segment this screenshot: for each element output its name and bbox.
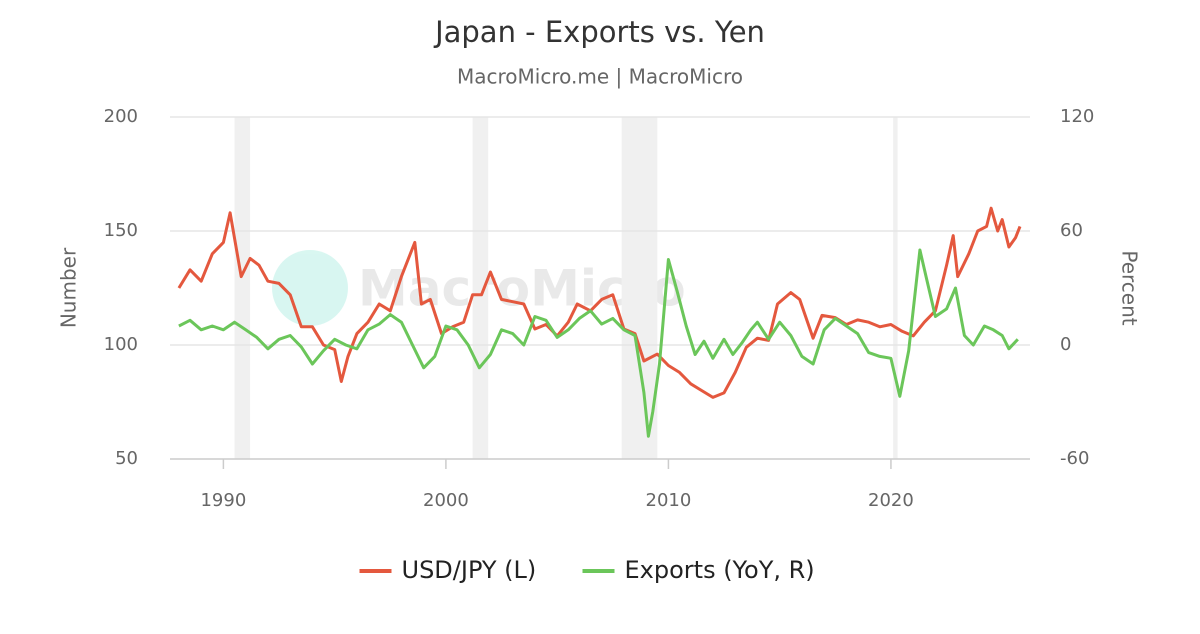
series-line <box>178 248 1019 438</box>
y-tick-label: 200 <box>104 106 138 127</box>
y2-tick-label: -60 <box>1060 448 1089 469</box>
legend: USD/JPY (L) Exports (YoY, R) <box>359 556 815 584</box>
series-line <box>177 206 1022 399</box>
y-tick-label: 150 <box>104 220 138 241</box>
legend-item[interactable]: Exports (YoY, R) <box>582 556 815 584</box>
y2-tick-label: 0 <box>1060 334 1071 355</box>
y2-tick-label: 120 <box>1060 106 1094 127</box>
recession-band <box>234 117 251 459</box>
recession-band <box>893 117 898 459</box>
x-tick-label: 2000 <box>423 490 469 511</box>
y-tick-label: 100 <box>104 334 138 355</box>
y-axis-label: Number <box>57 247 81 328</box>
x-tick-label: 1990 <box>200 490 246 511</box>
legend-label: USD/JPY (L) <box>402 556 537 584</box>
x-tick-label: 2020 <box>868 490 914 511</box>
x-tick-label: 2010 <box>646 490 692 511</box>
watermark: MacroMicro <box>272 250 686 326</box>
y-tick-label: 50 <box>115 448 138 469</box>
y2-axis-label: Percent <box>1118 250 1142 325</box>
legend-item[interactable]: USD/JPY (L) <box>359 556 537 584</box>
legend-label: Exports (YoY, R) <box>625 556 815 584</box>
recession-band <box>472 117 489 459</box>
y2-tick-label: 60 <box>1060 220 1083 241</box>
chart-subtitle: MacroMicro.me | MacroMicro <box>457 65 743 89</box>
chart-title: Japan - Exports vs. Yen <box>433 15 765 49</box>
recession-band <box>621 117 658 459</box>
watermark-logo <box>272 250 348 326</box>
